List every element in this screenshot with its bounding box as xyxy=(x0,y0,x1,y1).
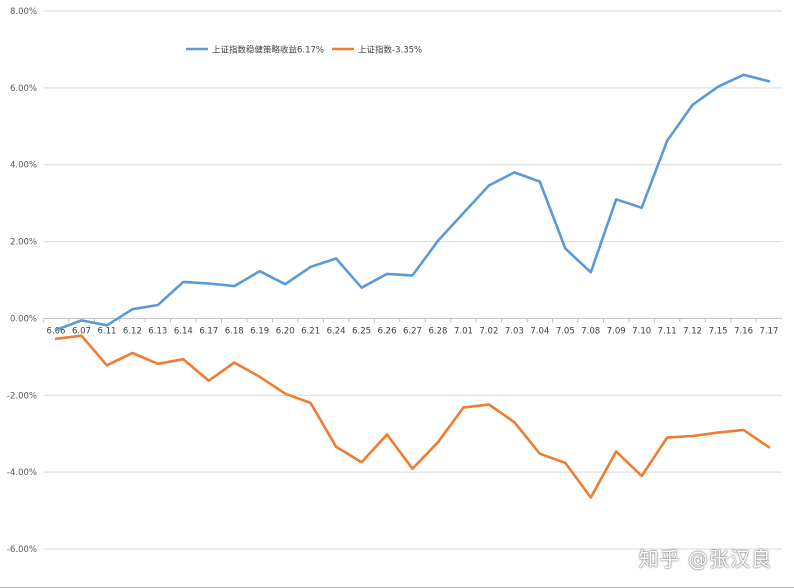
x-tick-label: 6.28 xyxy=(428,326,447,336)
series-line-1 xyxy=(54,73,771,332)
x-tick-label: 6.11 xyxy=(97,326,116,336)
x-tick-label: 6.19 xyxy=(250,326,269,336)
legend-label-1: 上证指数稳健策略收益6.17% xyxy=(212,45,324,56)
x-tick-label: 7.03 xyxy=(505,326,524,336)
x-tick-label: 6.07 xyxy=(72,326,91,336)
y-tick-label: 6.00% xyxy=(10,84,37,94)
watermark: 知乎 @张汉良 xyxy=(638,547,772,571)
x-tick-label: 7.01 xyxy=(454,326,473,336)
series-lines xyxy=(54,73,771,499)
x-tick-label: 6.06 xyxy=(47,326,66,336)
x-tick-label: 7.09 xyxy=(607,326,626,336)
x-tick-label: 6.21 xyxy=(301,326,320,336)
y-tick-label: -2.00% xyxy=(7,391,37,401)
legend: 上证指数稳健策略收益6.17% 上证指数-3.35% xyxy=(186,45,422,56)
y-tick-label: 8.00% xyxy=(10,7,37,17)
x-tick-label: 7.17 xyxy=(760,326,779,336)
x-tick-label: 7.15 xyxy=(709,326,728,336)
x-tick-label: 7.08 xyxy=(581,326,600,336)
x-tick-label: 6.13 xyxy=(148,326,167,336)
x-tick-label: 6.25 xyxy=(352,326,371,336)
x-tick-label: 7.11 xyxy=(658,326,677,336)
x-tick-label: 7.02 xyxy=(479,326,498,336)
gridlines xyxy=(44,10,782,550)
x-tick-label: 7.12 xyxy=(683,326,702,336)
x-tick-label: 7.16 xyxy=(734,326,753,336)
x-tick-label: 6.12 xyxy=(123,326,142,336)
legend-label-2: 上证指数-3.35% xyxy=(358,45,422,56)
y-tick-label: -6.00% xyxy=(7,545,37,555)
x-tick-label: 7.04 xyxy=(530,326,549,336)
x-tick-label: 6.17 xyxy=(199,326,218,336)
x-tick-label: 7.10 xyxy=(632,326,651,336)
x-tick-label: 6.27 xyxy=(403,326,422,336)
x-tick-label: 6.26 xyxy=(378,326,397,336)
y-tick-label: 0.00% xyxy=(10,314,37,324)
y-axis-tick-labels: 8.00% 6.00% 4.00% 2.00% 0.00% -2.00% -4.00% -6.… xyxy=(7,7,37,555)
y-tick-label: -4.00% xyxy=(7,468,37,478)
x-tick-label: 6.14 xyxy=(174,326,193,336)
series-line-2 xyxy=(54,334,771,499)
y-tick-label: 4.00% xyxy=(10,161,37,171)
x-axis: 6.06 6.07 6.11 6.12 6.13 6.14 6.17 6.18 6.19 6.20… xyxy=(42,317,782,336)
x-tick-label: 6.18 xyxy=(225,326,244,336)
x-tick-label: 7.05 xyxy=(556,326,575,336)
x-tick-label: 6.20 xyxy=(276,326,295,336)
y-tick-label: 2.00% xyxy=(10,238,37,248)
x-tick-label: 6.24 xyxy=(327,326,346,336)
